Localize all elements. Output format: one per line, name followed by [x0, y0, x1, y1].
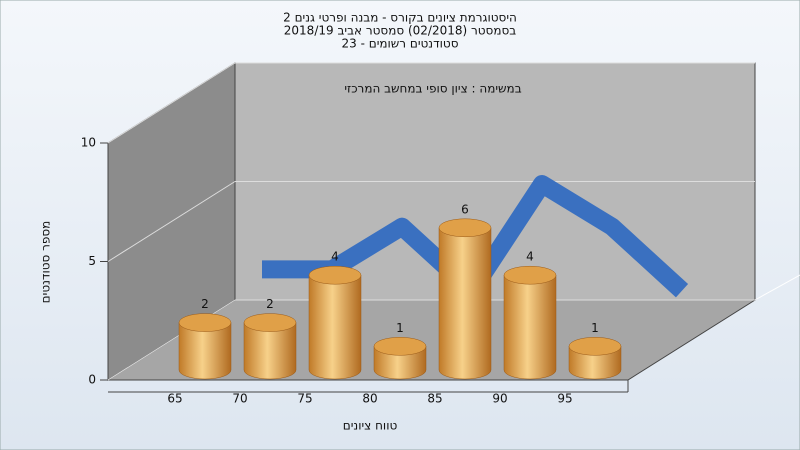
grid-line: [107, 299, 236, 381]
y-axis-label: מספר סטודנטים: [39, 221, 53, 304]
bar-top: [308, 265, 362, 285]
data-label: 6: [461, 202, 469, 216]
bar: [373, 346, 427, 380]
x-tick-label: 90: [492, 392, 507, 406]
bar-top: [243, 313, 297, 332]
y-tick-label: 10: [81, 136, 96, 150]
data-label: 2: [266, 297, 274, 311]
data-label: 4: [526, 250, 534, 264]
bar-top: [568, 337, 622, 356]
grid-line: [107, 181, 236, 262]
bar: [503, 274, 557, 380]
bar: [308, 274, 362, 380]
bar: [568, 346, 622, 380]
frame-line: [754, 274, 800, 301]
y-tick-label: 0: [88, 373, 96, 387]
title-line: בסמסטר (02/2018) סמסטר אביב 2018/19: [284, 24, 516, 38]
x-tick-label: 75: [297, 392, 312, 406]
bar: [438, 227, 492, 380]
bar-top: [438, 218, 492, 238]
bar: [178, 322, 232, 380]
title-line: היסטוגרמת ציונים בקורס - מבנה ופרטי גנים…: [283, 11, 517, 25]
title-line: סטודנטים רשומים - 23: [341, 37, 458, 51]
y-tick-label: 5: [88, 254, 96, 268]
subtitle: במשימה : ציון סופי במחשב המרכזי: [344, 82, 521, 96]
x-axis-label: טווח ציונים: [343, 419, 398, 433]
data-label: 2: [201, 297, 209, 311]
x-tick-label: 85: [427, 392, 442, 406]
x-tick-label: 80: [362, 392, 377, 406]
bar: [243, 322, 297, 380]
data-label: 1: [396, 321, 404, 335]
data-label: 1: [591, 321, 599, 335]
bar-top: [373, 337, 427, 356]
x-tick-label: 70: [232, 392, 247, 406]
x-tick-label: 95: [557, 392, 572, 406]
data-label: 4: [331, 250, 339, 264]
bar-top: [503, 265, 557, 285]
bar-top: [178, 313, 232, 332]
grid-line: [107, 62, 236, 144]
x-tick-label: 65: [167, 392, 182, 406]
